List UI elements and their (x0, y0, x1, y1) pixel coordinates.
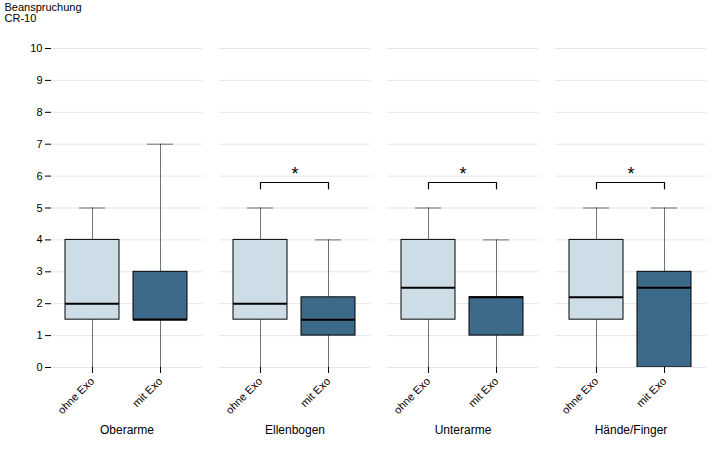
svg-text:6: 6 (36, 170, 42, 182)
svg-text:9: 9 (36, 74, 42, 86)
svg-text:ohne Exo: ohne Exo (391, 375, 432, 416)
svg-text:3: 3 (36, 265, 42, 277)
svg-text:*: * (627, 164, 634, 184)
svg-text:1: 1 (36, 329, 42, 341)
svg-text:ohne Exo: ohne Exo (559, 375, 600, 416)
svg-text:mit Exo: mit Exo (130, 375, 164, 409)
svg-text:*: * (291, 164, 298, 184)
svg-text:0: 0 (36, 361, 42, 373)
svg-text:ohne Exo: ohne Exo (55, 375, 96, 416)
svg-text:7: 7 (36, 138, 42, 150)
svg-text:2: 2 (36, 297, 42, 309)
svg-text:mit Exo: mit Exo (466, 375, 500, 409)
svg-text:mit Exo: mit Exo (634, 375, 668, 409)
svg-text:10: 10 (30, 42, 42, 54)
svg-text:BeanspruchungCR-10: BeanspruchungCR-10 (5, 1, 82, 24)
svg-text:ohne Exo: ohne Exo (223, 375, 264, 416)
svg-text:5: 5 (36, 202, 42, 214)
svg-text:Unterarme: Unterarme (435, 423, 492, 437)
svg-text:Hände/Finger: Hände/Finger (595, 423, 668, 437)
svg-text:Ellenbogen: Ellenbogen (265, 423, 325, 437)
svg-text:4: 4 (36, 233, 42, 245)
svg-text:Oberarme: Oberarme (100, 423, 154, 437)
svg-text:*: * (459, 164, 466, 184)
svg-text:mit Exo: mit Exo (298, 375, 332, 409)
svg-text:8: 8 (36, 106, 42, 118)
